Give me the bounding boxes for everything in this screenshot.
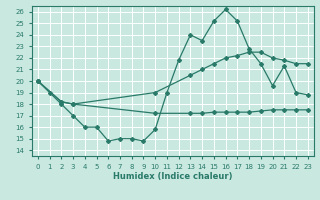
- X-axis label: Humidex (Indice chaleur): Humidex (Indice chaleur): [113, 172, 233, 181]
